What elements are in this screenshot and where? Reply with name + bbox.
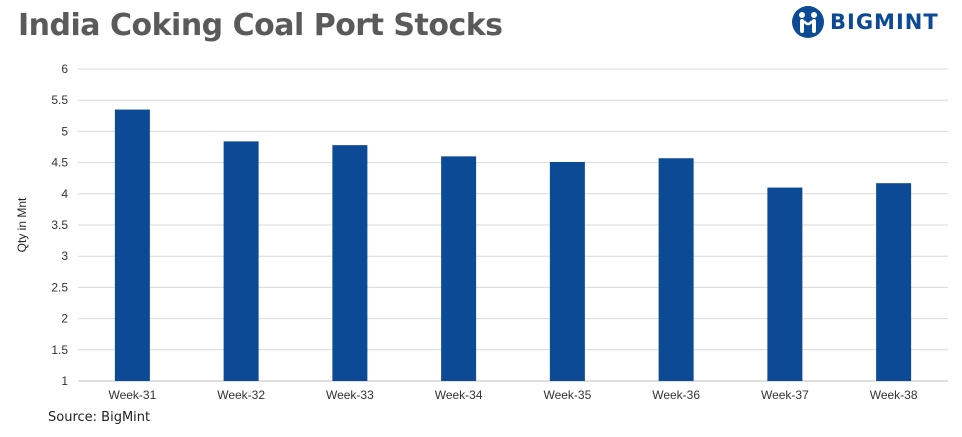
- x-tick-label: Week-36: [652, 388, 700, 402]
- bar-week-36: [658, 158, 694, 381]
- y-tick-label: 5: [61, 124, 68, 138]
- brand-logo: BIGMINT: [790, 4, 950, 40]
- chart-title: India Coking Coal Port Stocks: [18, 8, 503, 43]
- gridlines: [78, 68, 948, 382]
- y-tick-label: 6: [61, 62, 68, 76]
- bar-week-35: [549, 161, 585, 381]
- y-axis-label: Qty in Mnt: [15, 197, 29, 252]
- bars: [114, 109, 912, 381]
- bar-week-33: [332, 145, 368, 381]
- y-tick-label: 4.5: [51, 156, 68, 170]
- x-tick-label: Week-35: [543, 388, 591, 402]
- y-tick-label: 4: [61, 187, 68, 201]
- bar-week-38: [876, 183, 912, 381]
- people-logo-icon: [792, 6, 824, 38]
- x-tick-label: Week-33: [326, 388, 374, 402]
- x-tick-label: Week-34: [435, 388, 483, 402]
- brand-name: BIGMINT: [830, 10, 939, 34]
- bar-week-37: [767, 187, 803, 381]
- x-tick-label: Week-38: [870, 388, 918, 402]
- bar-week-31: [114, 109, 150, 381]
- y-tick-label: 3: [61, 249, 68, 263]
- source-note: Source: BigMint: [48, 410, 151, 425]
- y-tick-label: 1: [61, 374, 68, 388]
- y-tick-label: 2.5: [51, 280, 68, 294]
- y-tick-label: 3.5: [51, 218, 68, 232]
- y-axis-ticks: 1 1.5 2 2.5 3 3.5 4 4.5 5 5.5 6: [51, 62, 68, 388]
- x-tick-label: Week-32: [217, 388, 265, 402]
- x-tick-label: Week-37: [761, 388, 809, 402]
- bar-week-32: [223, 141, 259, 381]
- x-axis-ticks: Week-31 Week-32 Week-33 Week-34 Week-35 Week-…: [108, 388, 917, 402]
- y-tick-label: 5.5: [51, 93, 68, 107]
- x-tick-label: Week-31: [108, 388, 156, 402]
- bar-week-34: [441, 156, 477, 381]
- y-tick-label: 1.5: [51, 343, 68, 357]
- y-tick-label: 2: [61, 312, 68, 326]
